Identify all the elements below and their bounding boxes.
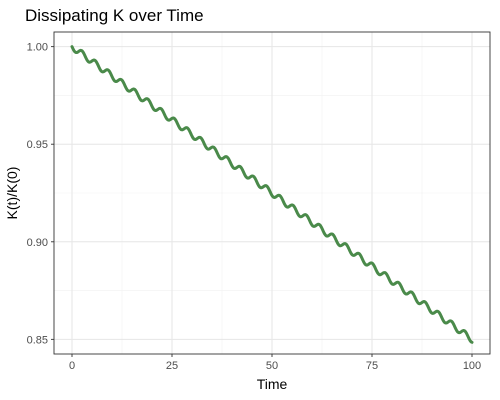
x-tick-label: 75	[366, 360, 378, 372]
x-axis-title: Time	[257, 376, 288, 392]
x-tick-label: 50	[266, 360, 278, 372]
x-tick-label: 100	[463, 360, 481, 372]
series-line	[70, 45, 474, 344]
y-tick-label: 0.90	[27, 237, 48, 249]
y-axis-title: K(t)/K(0)	[4, 167, 20, 220]
y-tick-label: 0.85	[27, 334, 48, 346]
y-tick-label: 0.95	[27, 139, 48, 151]
data-layer	[70, 45, 474, 344]
x-tick-label: 0	[69, 360, 75, 372]
axis-ticks: 0 25 50 75 100 0.85 0.90 0.95 1.00	[27, 42, 482, 372]
y-tick-label: 1.00	[27, 42, 48, 54]
x-tick-label: 25	[166, 360, 178, 372]
chart-title: Dissipating K over Time	[25, 6, 204, 25]
